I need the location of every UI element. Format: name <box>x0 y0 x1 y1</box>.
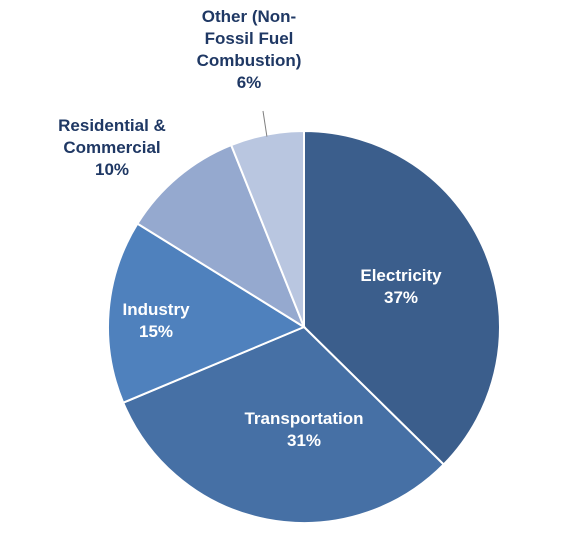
leader-lines <box>262 110 268 137</box>
pie-slice-residential <box>136 143 307 330</box>
leader-line-other-non <box>262 110 268 137</box>
slice-labels: Electricity 37% Transportation 31% Industry 1… <box>58 7 442 450</box>
pie-slices <box>107 129 501 524</box>
pie-slice-transportation <box>121 325 446 524</box>
slice-label-electricity: Electricity 37% <box>360 266 442 307</box>
pie-slice-electricity <box>303 129 501 466</box>
pie-slice-industry <box>107 222 307 405</box>
slice-label-transportation: Transportation 31% <box>244 409 363 450</box>
slice-label-residential: Residential & Commercial 10% <box>58 116 166 179</box>
slice-label-other-non: Other (Non-Fossil Fuel Combustion) 6% <box>197 7 302 92</box>
slice-label-industry: Industry 15% <box>122 300 190 341</box>
